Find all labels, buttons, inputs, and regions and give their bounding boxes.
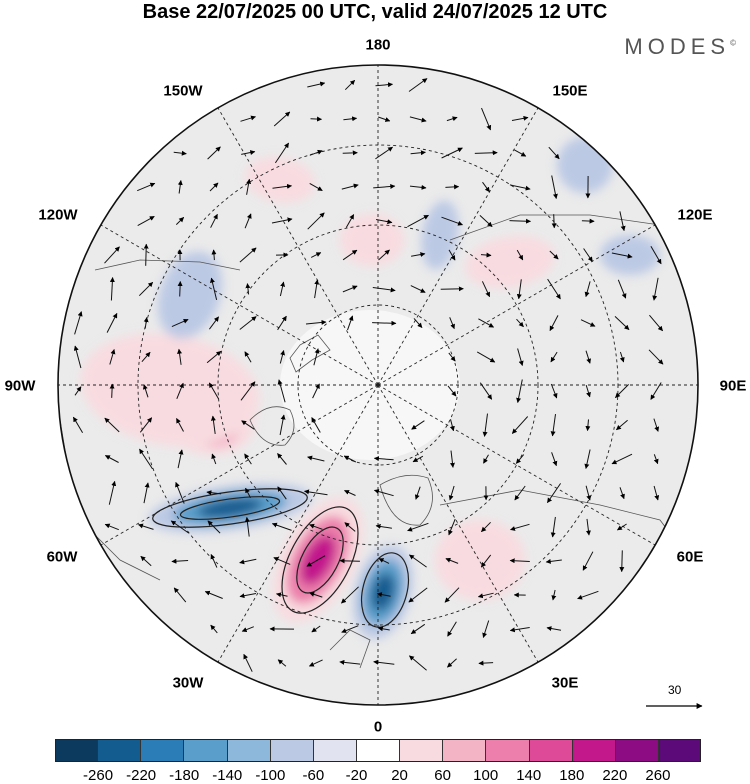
lon-label-120e: 120E [677, 207, 712, 224]
lon-label-90w: 90W [5, 378, 36, 395]
wind-vector-arrow [112, 384, 113, 398]
colorbar-frame [55, 739, 701, 762]
wind-vector-arrow [180, 282, 181, 297]
negative-anomaly [557, 137, 613, 193]
colorbar-tick-label: -220 [126, 767, 156, 784]
colorbar-tick-label: 140 [516, 767, 541, 784]
lon-label-60w: 60W [47, 549, 78, 566]
colorbar-tick-label: -60 [303, 767, 325, 784]
lon-label-30e: 30E [552, 675, 579, 692]
wind-vector-arrow [554, 214, 555, 228]
negative-anomaly [600, 235, 660, 275]
lon-label-150e: 150E [552, 83, 587, 100]
reference-vector-label: 30 [668, 683, 681, 697]
colorbar-tick-label: -20 [346, 767, 368, 784]
lon-label-0: 0 [374, 719, 382, 736]
lon-label-150w: 150W [163, 83, 202, 100]
lon-label-30w: 30W [173, 675, 204, 692]
lon-label-90e: 90E [720, 378, 747, 395]
wind-vector-arrow [146, 244, 147, 266]
wind-vector-arrow [582, 221, 594, 222]
colorbar-tick-label: 20 [391, 767, 408, 784]
colorbar-tick-label: 180 [559, 767, 584, 784]
colorbar-tick-label: -180 [169, 767, 199, 784]
lon-label-120w: 120W [38, 207, 77, 224]
wind-vector-arrow [311, 119, 322, 120]
colorbar-tick-label: 260 [645, 767, 670, 784]
colorbar-tick-label: -100 [255, 767, 285, 784]
wind-vector-arrow [441, 289, 464, 290]
wind-vector-arrow [340, 561, 360, 562]
colorbar-tick-label: 220 [602, 767, 627, 784]
wind-vector-arrow [622, 550, 623, 571]
colorbar-tick-label: -140 [212, 767, 242, 784]
wind-vector-arrow [343, 153, 358, 154]
colorbar-tick-label: -260 [83, 767, 113, 784]
colorbar-tick-label: 60 [434, 767, 451, 784]
colorbar-tick-label: 100 [473, 767, 498, 784]
lon-label-60e: 60E [677, 549, 704, 566]
lon-label-180: 180 [365, 37, 390, 54]
